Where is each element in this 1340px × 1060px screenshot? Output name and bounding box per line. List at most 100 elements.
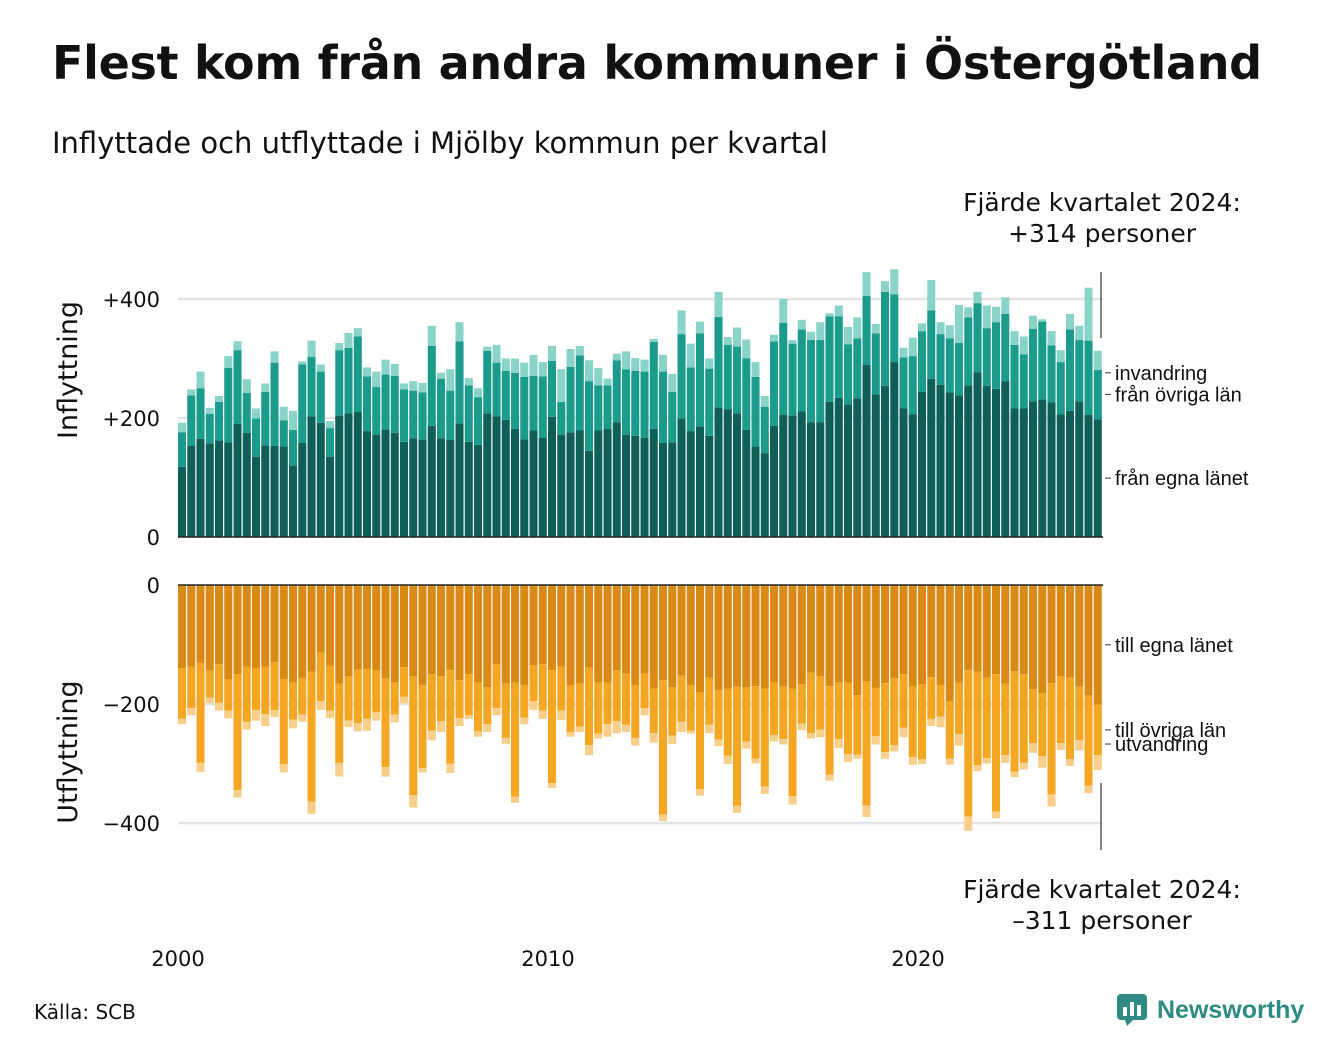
bar-out-0-83	[945, 585, 954, 702]
bar-in-1-78	[899, 357, 908, 409]
bar-out-0-3	[205, 585, 214, 671]
bar-in-1-53	[668, 391, 677, 443]
bar-out-2-22	[381, 767, 390, 777]
bar-out-0-47	[612, 585, 621, 671]
bar-out-2-71	[834, 739, 843, 749]
bar-in-2-75	[871, 323, 880, 334]
bar-out-0-88	[992, 585, 1001, 675]
bar-in-0-83	[945, 392, 954, 537]
bar-in-2-33	[483, 346, 492, 351]
bar-in-0-8	[252, 456, 261, 537]
bar-in-0-54	[677, 418, 686, 537]
bar-in-0-96	[1066, 410, 1075, 537]
bar-in-1-74	[862, 296, 871, 366]
bar-out-1-75	[871, 687, 880, 737]
bar-in-1-93	[1038, 321, 1047, 400]
bar-in-0-75	[871, 394, 880, 537]
bar-out-1-96	[1066, 677, 1075, 760]
bar-out-1-65	[779, 686, 788, 740]
chart-title: Flest kom från andra kommuner i Östergöt…	[52, 36, 1262, 90]
bar-out-1-87	[982, 677, 991, 759]
bar-in-0-22	[381, 429, 390, 537]
bar-in-1-64	[770, 341, 779, 426]
bar-in-2-79	[908, 337, 917, 357]
bar-out-1-89	[1001, 683, 1010, 756]
bar-out-2-59	[723, 755, 732, 765]
bar-out-0-5	[224, 585, 233, 680]
bar-in-1-31	[464, 385, 473, 442]
bar-in-2-85	[964, 307, 973, 318]
bar-out-1-78	[899, 674, 908, 728]
bar-out-2-20	[363, 718, 372, 731]
bar-out-1-15	[316, 652, 325, 702]
y-axis-title-top: Inflyttning	[53, 301, 84, 439]
bar-in-2-70	[825, 313, 834, 317]
bar-out-0-95	[1056, 585, 1065, 677]
bar-out-1-57	[705, 677, 714, 725]
bar-out-1-67	[797, 684, 806, 724]
bar-out-2-98	[1084, 785, 1093, 794]
bar-in-0-67	[797, 411, 806, 537]
bar-out-0-0	[178, 585, 187, 669]
bar-out-2-48	[622, 724, 631, 732]
bar-out-2-91	[1019, 762, 1028, 770]
bar-in-1-54	[677, 334, 686, 419]
bar-out-2-60	[733, 805, 742, 813]
bar-out-1-79	[908, 686, 917, 757]
bar-out-2-39	[538, 710, 547, 719]
bar-in-0-10	[270, 445, 279, 537]
bar-in-1-18	[344, 347, 353, 414]
bar-out-2-99	[1093, 755, 1102, 771]
bar-out-1-1	[187, 666, 196, 709]
bar-out-1-85	[964, 670, 973, 817]
bar-out-1-54	[677, 675, 686, 722]
bar-in-0-98	[1084, 415, 1093, 537]
bar-in-2-27	[427, 325, 436, 346]
y-axis-title-bottom: Utflyttning	[53, 680, 84, 823]
bar-out-2-90	[1010, 771, 1019, 778]
bar-out-2-84	[955, 734, 964, 746]
bar-out-0-37	[520, 585, 529, 685]
bar-out-2-62	[751, 758, 760, 764]
bar-in-1-6	[233, 350, 242, 424]
bar-in-2-4	[215, 395, 224, 402]
bar-out-0-20	[363, 585, 372, 669]
bar-out-1-11	[279, 679, 288, 765]
bar-out-1-42	[566, 684, 575, 732]
bar-in-2-43	[575, 346, 584, 356]
bar-out-2-21	[372, 712, 381, 721]
bar-in-0-12	[289, 465, 298, 537]
bar-in-1-45	[594, 385, 603, 431]
bar-out-0-1	[187, 585, 196, 667]
bar-in-1-7	[242, 393, 251, 433]
bar-out-0-16	[326, 585, 335, 666]
bar-out-2-37	[520, 717, 529, 725]
bar-out-2-49	[631, 737, 640, 746]
bar-in-1-28	[437, 378, 446, 439]
bar-in-0-2	[196, 438, 205, 537]
bar-in-2-64	[770, 334, 779, 342]
bar-out-0-28	[437, 585, 446, 677]
y-tick-label-top: +200	[102, 407, 160, 431]
bar-in-1-47	[612, 360, 621, 423]
bar-in-0-30	[455, 423, 464, 537]
bar-in-1-43	[575, 355, 584, 431]
bar-in-1-2	[196, 388, 205, 439]
bar-out-0-91	[1019, 585, 1028, 675]
bar-out-0-71	[834, 585, 843, 683]
bar-out-0-97	[1075, 585, 1084, 687]
bar-in-0-53	[668, 442, 677, 537]
bar-out-2-16	[326, 710, 335, 719]
bar-out-2-64	[770, 734, 779, 742]
bar-in-0-18	[344, 413, 353, 537]
bar-out-1-66	[788, 688, 797, 797]
bar-out-0-21	[372, 585, 381, 671]
bar-out-1-58	[714, 690, 723, 740]
bar-out-0-98	[1084, 585, 1093, 696]
bar-in-2-58	[714, 291, 723, 317]
bar-out-1-80	[918, 684, 927, 760]
bar-in-1-63	[760, 406, 769, 454]
bar-out-0-56	[696, 585, 705, 693]
bar-out-2-93	[1038, 756, 1047, 768]
bar-out-2-15	[316, 701, 325, 710]
